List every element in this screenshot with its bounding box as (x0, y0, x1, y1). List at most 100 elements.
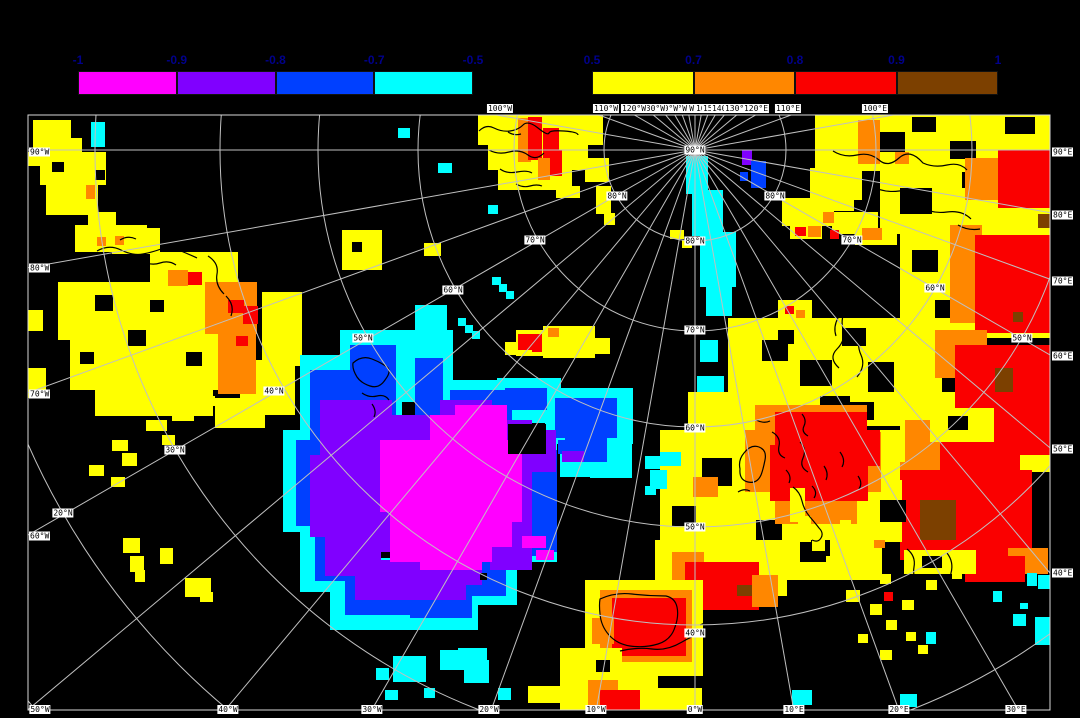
data-cell-R (532, 344, 542, 352)
data-cell-K (762, 340, 788, 361)
data-cell-O (862, 228, 882, 240)
data-cell-C (458, 318, 466, 326)
longitude-label-top: 100°W (486, 104, 514, 113)
data-cell-Y (588, 338, 610, 354)
data-cell-C (488, 205, 498, 214)
latitude-grid-label: 20°N (52, 508, 74, 518)
meridian-line (28, 149, 696, 394)
data-cell-C (650, 470, 667, 489)
longitude-label-top: 120°E (742, 104, 770, 113)
meridian-line (664, 115, 696, 151)
colorbar-positive-segment (592, 71, 694, 95)
data-cell-M (522, 536, 546, 548)
longitude-label-bottom: 10°W (585, 705, 607, 714)
data-cell-Y (424, 243, 441, 256)
meridian-line (694, 149, 1050, 214)
meridian-line (674, 115, 696, 151)
data-cell-Y (880, 650, 892, 660)
latitude-grid-label: 90°N (684, 145, 706, 155)
data-cell-C (706, 284, 732, 316)
data-cell-O (86, 185, 95, 199)
colorbar-negative-segment (78, 71, 177, 95)
data-cell-C (398, 128, 410, 138)
data-cell-M (536, 550, 554, 560)
data-cell-R (998, 150, 1050, 208)
data-cell-Y (886, 620, 897, 630)
data-cell-R (785, 306, 794, 314)
data-cell-Y (162, 435, 175, 445)
data-cell-O (874, 540, 885, 548)
data-cell-O (823, 212, 834, 223)
longitude-label-top: 130°E (723, 104, 751, 113)
data-cell-O (895, 152, 909, 164)
data-cell-M (470, 500, 512, 547)
coastline-path (771, 431, 828, 499)
data-cell-C (376, 668, 389, 680)
latitude-grid-label: 60°N (924, 283, 946, 293)
coastline-path (755, 413, 862, 490)
longitude-label-top: 120°W (620, 104, 648, 113)
data-cell-C (1035, 617, 1050, 645)
data-cell-C (1027, 573, 1037, 586)
data-cell-O (775, 498, 857, 524)
latitude-grid-label: 70°N (524, 235, 546, 245)
data-cell-Y (826, 556, 838, 566)
data-cell-Y (858, 634, 868, 643)
latitude-grid-label: 40°N (684, 628, 706, 638)
coastline-path (906, 548, 958, 608)
data-cell-U (740, 172, 748, 181)
data-cell-Y (870, 604, 882, 615)
data-cell-R (188, 272, 202, 285)
data-cell-U (751, 161, 766, 188)
data-cell-C (993, 591, 1002, 602)
meridian-line (694, 149, 1050, 449)
longitude-label-top: 110°E (774, 104, 802, 113)
data-cell-Y (160, 548, 173, 564)
data-cell-C (498, 688, 511, 700)
meridian-line (694, 149, 1019, 710)
data-cell-Y (670, 230, 684, 239)
longitude-label-bottom: 40°W (217, 705, 239, 714)
data-cell-R (975, 235, 1050, 333)
data-cell-K (800, 360, 832, 386)
data-cell-P (562, 451, 584, 462)
colorbar-positive-tick-label: 0.8 (786, 53, 804, 67)
coastline-path (598, 592, 679, 648)
colorbar-positive-tick-label: 0.9 (888, 53, 905, 67)
meridian-line (490, 149, 696, 710)
colorbar-positive-tick-label: 1 (994, 53, 1002, 67)
data-cell-Y (880, 574, 891, 584)
longitude-label-left: 70°W (29, 389, 51, 399)
coastline-path (832, 150, 981, 231)
data-cell-C (458, 648, 487, 661)
data-cell-O (858, 120, 880, 164)
data-cell-Y (28, 310, 43, 331)
data-cell-K (80, 352, 94, 364)
data-cell-C (645, 456, 660, 469)
data-cell-O (97, 237, 106, 246)
data-cell-U (505, 388, 547, 410)
colorbar-positive-segment (795, 71, 897, 95)
data-cell-C (900, 694, 917, 707)
data-cell-O (592, 618, 614, 644)
meridian-line (694, 149, 795, 710)
meridian-line (224, 149, 696, 710)
colorbar-negative-tick-label: -0.5 (462, 53, 484, 67)
latitude-grid-label: 80°N (684, 236, 706, 246)
latitude-grid-label: 70°N (841, 235, 863, 245)
data-cell-K (912, 250, 938, 272)
data-cell-Y (906, 632, 916, 641)
data-cell-C (926, 632, 936, 644)
data-cell-R (800, 455, 868, 501)
data-cell-Y (112, 440, 128, 451)
data-cell-K (948, 416, 968, 430)
colorbar-negative-tick-label: -0.7 (363, 53, 385, 67)
data-cell-K (95, 295, 113, 311)
data-cell-Y (640, 688, 702, 710)
data-cell-Y (812, 540, 825, 551)
data-cell-O (548, 328, 559, 337)
data-cell-Y (505, 342, 518, 355)
data-cell-O (752, 575, 778, 607)
